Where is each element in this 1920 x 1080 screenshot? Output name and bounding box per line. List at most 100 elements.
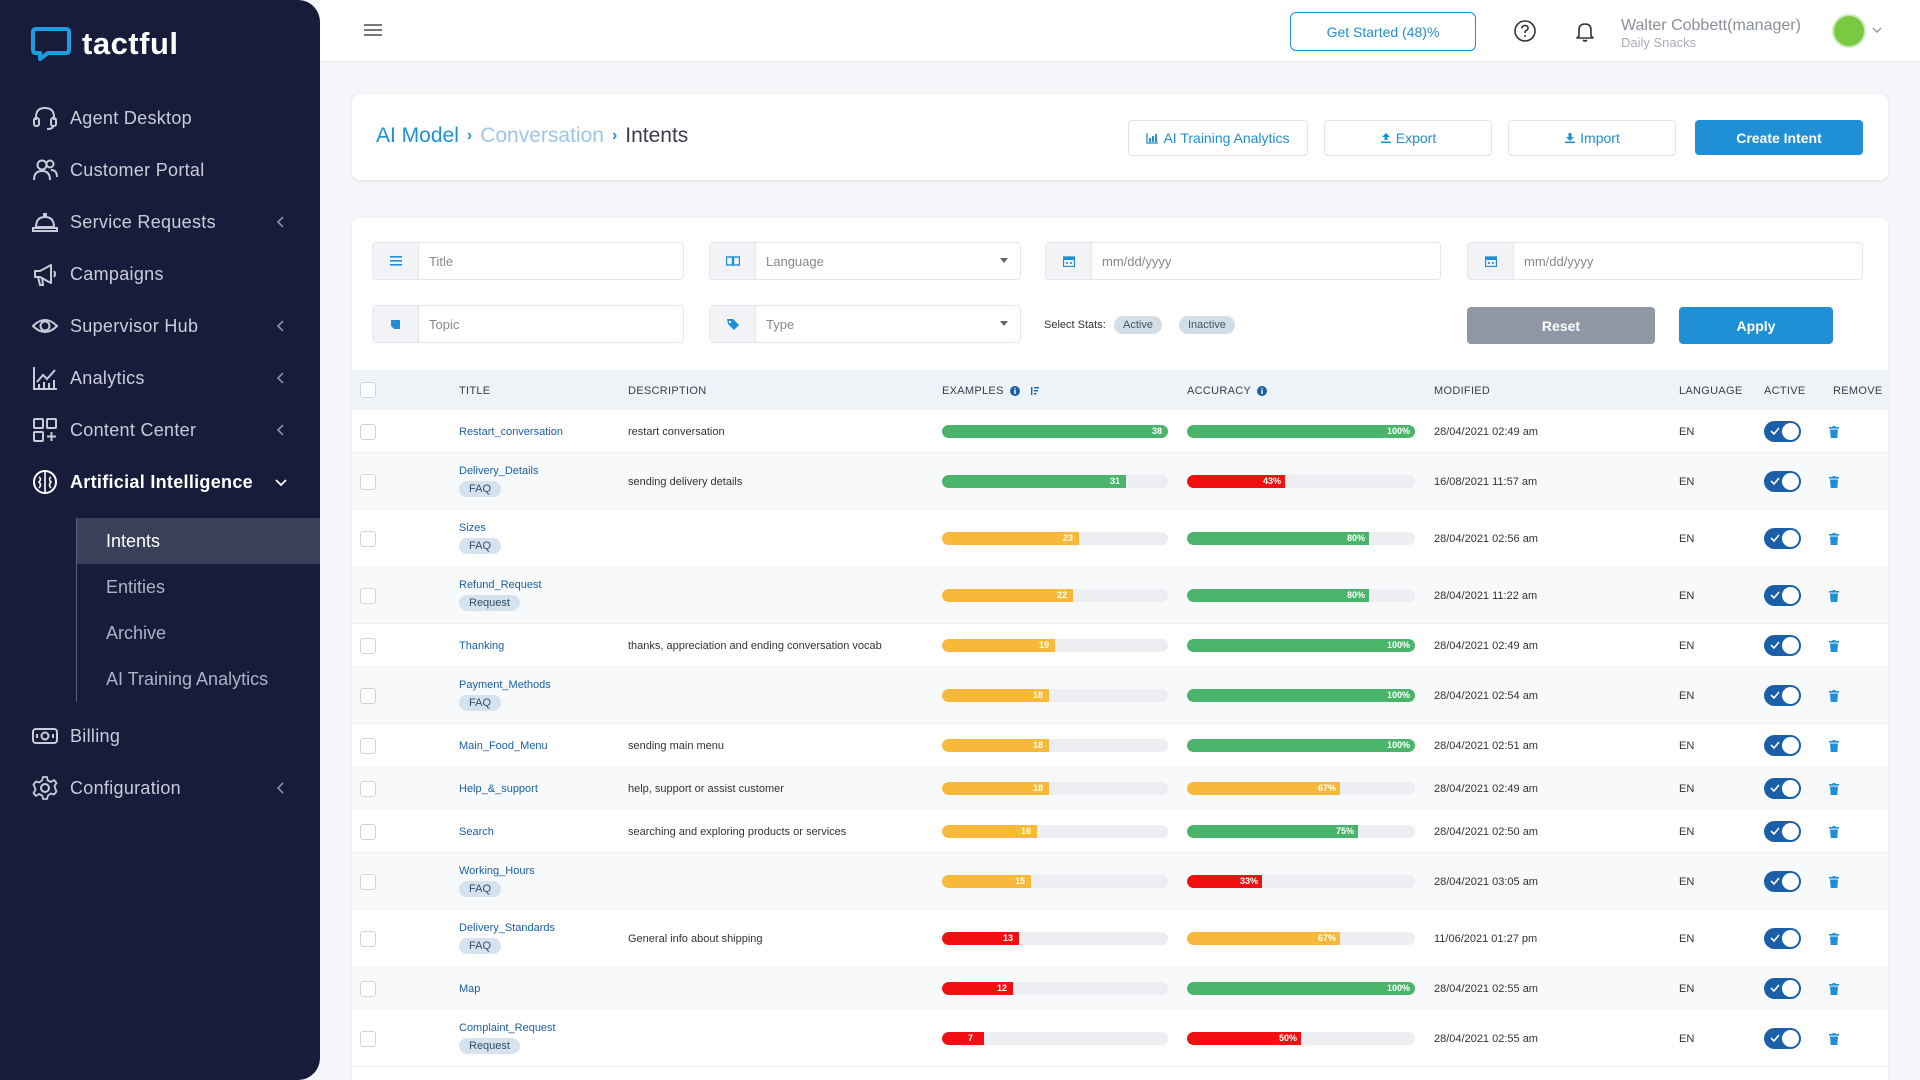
sidebar-item-agent-desktop[interactable]: Agent Desktop [0, 92, 320, 144]
apply-button[interactable]: Apply [1679, 307, 1833, 344]
export-button[interactable]: Export [1324, 120, 1492, 156]
info-icon[interactable] [1009, 386, 1020, 396]
sidebar-item-customer-portal[interactable]: Customer Portal [0, 144, 320, 196]
submenu-item-archive[interactable]: Archive [106, 622, 167, 643]
examples-bar-fill [942, 825, 1037, 838]
active-toggle[interactable] [1764, 821, 1801, 842]
intent-title-link[interactable]: Thanking [459, 640, 505, 652]
trash-icon[interactable] [1829, 933, 1839, 945]
row-checkbox[interactable] [360, 824, 376, 840]
active-toggle[interactable] [1764, 735, 1801, 756]
topic-input[interactable] [419, 306, 683, 342]
type-select[interactable] [756, 306, 1020, 342]
active-toggle[interactable] [1764, 635, 1801, 656]
active-toggle[interactable] [1764, 585, 1801, 606]
row-checkbox[interactable] [360, 531, 376, 547]
title-input[interactable] [419, 243, 683, 279]
submenu-item-entities[interactable]: Entities [106, 576, 166, 597]
breadcrumb-ai-model[interactable]: AI Model [376, 124, 459, 147]
row-checkbox[interactable] [360, 1031, 376, 1047]
avatar[interactable] [1832, 14, 1866, 48]
trash-icon[interactable] [1829, 640, 1839, 652]
intent-title-link[interactable]: Refund_Request [459, 579, 542, 591]
row-checkbox[interactable] [360, 738, 376, 754]
intent-title-link[interactable]: Delivery_Details [459, 465, 539, 477]
sidebar-item-content-center[interactable]: Content Center [0, 404, 320, 456]
sidebar-item-supervisor-hub[interactable]: Supervisor Hub [0, 300, 320, 352]
column-examples[interactable]: EXAMPLES [942, 385, 1040, 397]
intent-title-link[interactable]: Delivery_Standards [459, 922, 555, 934]
trash-icon[interactable] [1829, 426, 1839, 438]
trash-icon[interactable] [1829, 476, 1839, 488]
sidebar-item-campaigns[interactable]: Campaigns [0, 248, 320, 300]
column-accuracy[interactable]: ACCURACY [1187, 385, 1268, 397]
row-checkbox[interactable] [360, 424, 376, 440]
active-toggle[interactable] [1764, 778, 1801, 799]
sidebar-item-service-requests[interactable]: Service Requests [0, 196, 320, 248]
sidebar-item-billing[interactable]: Billing [0, 710, 320, 762]
intent-title-link[interactable]: Help_&_support [459, 783, 538, 795]
row-checkbox[interactable] [360, 588, 376, 604]
user-name[interactable]: Walter Cobbett(manager) [1621, 17, 1801, 34]
submenu-item-ai-training-analytics[interactable]: AI Training Analytics [106, 668, 269, 689]
trash-icon[interactable] [1829, 1033, 1839, 1045]
select-all-checkbox[interactable] [360, 382, 376, 398]
intent-title-link[interactable]: Complaint_Request [459, 1022, 556, 1034]
submenu-item-intents[interactable]: Intents [77, 518, 320, 564]
get-started-button[interactable]: Get Started (48)% [1290, 12, 1476, 51]
date-from-input[interactable] [1092, 243, 1440, 279]
brain-icon [30, 467, 60, 497]
row-checkbox[interactable] [360, 874, 376, 890]
intent-title-link[interactable]: Main_Food_Menu [459, 740, 548, 752]
sidebar-item-analytics[interactable]: Analytics [0, 352, 320, 404]
row-checkbox[interactable] [360, 474, 376, 490]
row-checkbox[interactable] [360, 781, 376, 797]
column-title[interactable]: TITLE [459, 385, 490, 397]
trash-icon[interactable] [1829, 690, 1839, 702]
trash-icon[interactable] [1829, 533, 1839, 545]
stat-active-chip[interactable]: Active [1114, 316, 1162, 334]
intent-title-link[interactable]: Search [459, 826, 494, 838]
active-toggle[interactable] [1764, 421, 1801, 442]
ai-training-analytics-button[interactable]: AI Training Analytics [1128, 120, 1308, 156]
row-checkbox[interactable] [360, 981, 376, 997]
help-icon[interactable] [1513, 19, 1537, 43]
row-checkbox[interactable] [360, 688, 376, 704]
row-checkbox[interactable] [360, 931, 376, 947]
create-intent-button[interactable]: Create Intent [1695, 120, 1863, 155]
trash-icon[interactable] [1829, 876, 1839, 888]
active-toggle[interactable] [1764, 528, 1801, 549]
trash-icon[interactable] [1829, 740, 1839, 752]
date-to-input[interactable] [1514, 243, 1862, 279]
intent-title-link[interactable]: Sizes [459, 522, 486, 534]
intent-title-link[interactable]: Payment_Methods [459, 679, 551, 691]
active-toggle[interactable] [1764, 871, 1801, 892]
active-toggle[interactable] [1764, 928, 1801, 949]
trash-icon[interactable] [1829, 983, 1839, 995]
active-toggle[interactable] [1764, 978, 1801, 999]
stat-inactive-chip[interactable]: Inactive [1179, 316, 1235, 334]
logo[interactable]: tactful [30, 26, 179, 62]
intent-title-link[interactable]: Map [459, 983, 481, 995]
column-modified[interactable]: MODIFIED [1434, 385, 1490, 397]
intent-title-link[interactable]: Working_Hours [459, 865, 535, 877]
import-button[interactable]: Import [1508, 120, 1676, 156]
chevron-down-icon[interactable] [1872, 26, 1882, 34]
row-checkbox[interactable] [360, 638, 376, 654]
sidebar-item-configuration[interactable]: Configuration [0, 762, 320, 814]
trash-icon[interactable] [1829, 783, 1839, 795]
notification-bell-icon[interactable] [1573, 19, 1597, 43]
active-toggle[interactable] [1764, 685, 1801, 706]
trash-icon[interactable] [1829, 590, 1839, 602]
breadcrumb-conversation[interactable]: Conversation [480, 124, 604, 147]
active-toggle[interactable] [1764, 471, 1801, 492]
trash-icon[interactable] [1829, 826, 1839, 838]
hamburger-menu-icon[interactable] [362, 21, 384, 39]
active-toggle[interactable] [1764, 1028, 1801, 1049]
sort-icon[interactable] [1030, 386, 1040, 396]
sidebar-item-artificial-intelligence[interactable]: Artificial Intelligence [0, 456, 320, 508]
info-icon[interactable] [1257, 386, 1268, 396]
language-select[interactable] [756, 243, 1020, 279]
intent-title-link[interactable]: Restart_conversation [459, 426, 563, 438]
reset-button[interactable]: Reset [1467, 307, 1655, 344]
